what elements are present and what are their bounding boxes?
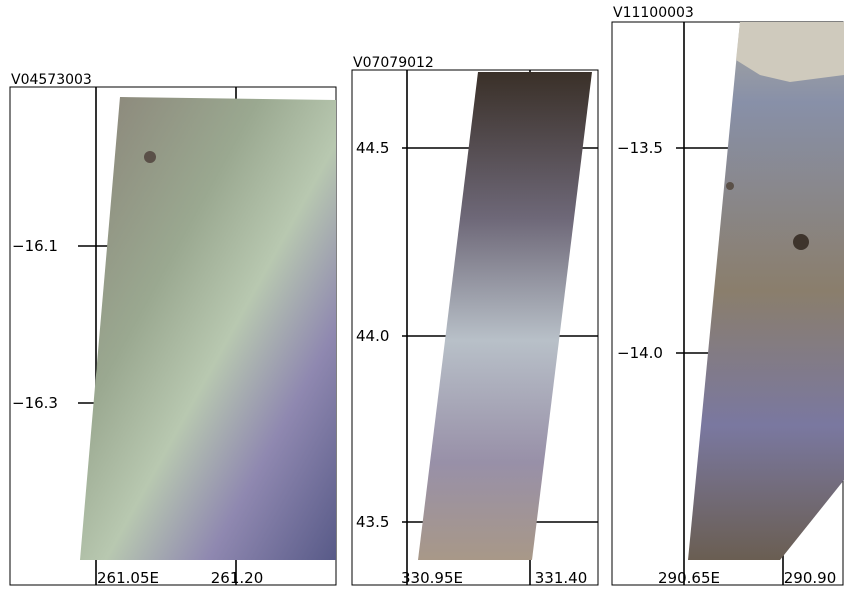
x-label: 261.05E: [97, 569, 159, 587]
y-label: −16.1: [12, 237, 58, 255]
image-strip: [80, 97, 336, 560]
x-label: 330.95E: [401, 569, 463, 587]
panel-title: V11100003: [613, 5, 694, 21]
x-label: 290.65E: [658, 569, 720, 587]
y-label: −16.3: [12, 394, 58, 412]
image-strip: [688, 22, 844, 560]
crater: [144, 151, 156, 163]
crater: [726, 182, 734, 190]
figure: V04573003 −16.1 −16.3 261.05E 261.20 V07…: [0, 0, 844, 592]
y-label: 43.5: [356, 513, 389, 531]
image-strip: [418, 72, 592, 560]
y-label: 44.0: [356, 327, 389, 345]
y-label: −14.0: [617, 344, 663, 362]
panel: V07079012 44.5 44.0 43.5 330.95E 331.40: [352, 55, 598, 587]
y-label: −13.5: [617, 139, 663, 157]
panel: V04573003 −16.1 −16.3 261.05E 261.20: [10, 72, 336, 587]
x-label: 261.20: [211, 569, 264, 587]
y-label: 44.5: [356, 139, 389, 157]
page: {"panels": [ {"title": "V04573003", "y_l…: [0, 0, 844, 592]
panel: V11100003 −13.5 −14.0 290.65E 290.90: [612, 5, 844, 587]
x-label: 290.90: [784, 569, 837, 587]
crater: [793, 234, 809, 250]
panel-title: V07079012: [353, 55, 434, 71]
x-label: 331.40: [535, 569, 588, 587]
panel-title: V04573003: [11, 72, 92, 88]
